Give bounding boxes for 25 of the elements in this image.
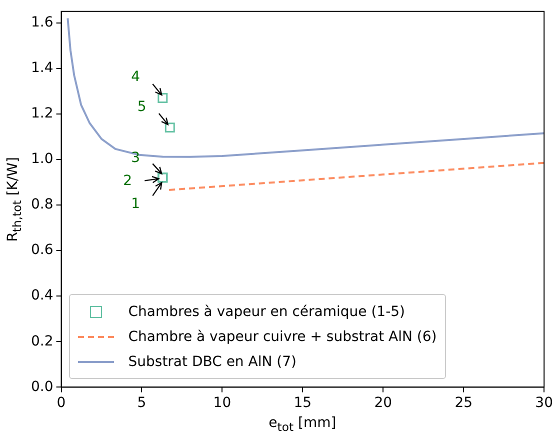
y-tick-label: 1.6 (31, 14, 54, 30)
y-tick-label: 0.0 (31, 378, 54, 395)
x-tick-label: 0 (56, 395, 66, 412)
annotation: 4 (131, 68, 140, 85)
x-tick-label: 20 (374, 395, 392, 412)
annotation: 1 (131, 196, 140, 212)
annotation: 3 (131, 150, 140, 166)
y-tick-label: 0.6 (31, 242, 54, 258)
y-tick-label: 0.4 (31, 288, 54, 304)
legend-label: Substrat DBC en AlN (7) (128, 354, 296, 370)
x-tick-label: 5 (137, 395, 146, 412)
legend-label: Chambres à vapeur en céramique (1-5) (128, 304, 406, 320)
x-tick-label: 30 (535, 395, 554, 412)
x-tick-label: 15 (294, 395, 312, 412)
x-tick-label: 25 (454, 395, 473, 412)
y-tick-label: 0.2 (31, 333, 54, 350)
y-tick-label: 1.0 (31, 151, 54, 168)
y-tick-label: 1.2 (31, 106, 54, 122)
annotation: 5 (137, 98, 146, 115)
annotation: 2 (123, 172, 132, 189)
y-tick-label: 1.4 (31, 60, 54, 76)
legend-label: Chambre à vapeur cuivre + substrat AlN (6) (128, 328, 437, 345)
x-axis-title: e$_{tot}$ [mm] (268, 415, 336, 434)
x-tick-label: 10 (213, 395, 232, 412)
y-tick-label: 0.8 (31, 196, 54, 213)
